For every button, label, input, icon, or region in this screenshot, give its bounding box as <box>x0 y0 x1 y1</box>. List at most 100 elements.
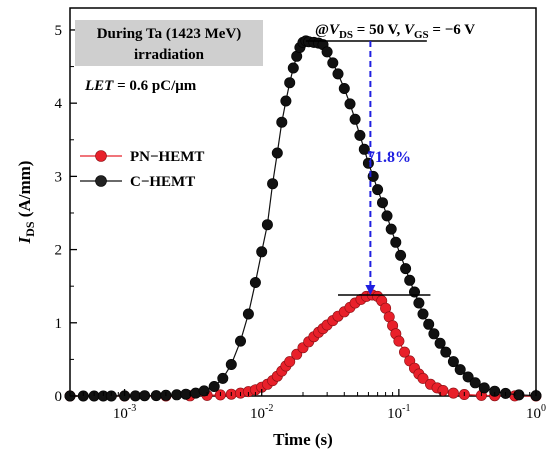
x-tick-label: 10-3 <box>113 403 136 422</box>
data-point <box>271 147 283 159</box>
data-point <box>198 385 210 397</box>
x-tick-base: 10 <box>387 406 402 422</box>
data-point <box>434 337 446 349</box>
data-point <box>208 380 220 392</box>
data-point <box>284 77 296 89</box>
x-tick-label: 10-2 <box>250 403 273 422</box>
x-tick-exponent: 0 <box>541 403 546 414</box>
data-point <box>372 184 384 196</box>
bias-at: @ <box>315 22 329 38</box>
data-point <box>376 197 388 209</box>
data-point <box>393 335 405 347</box>
y-tick-label: 2 <box>55 243 63 259</box>
x-tick-exponent: -2 <box>265 403 273 414</box>
x-tick-label: 100 <box>526 403 546 422</box>
x-tick-base: 10 <box>113 406 128 422</box>
data-point <box>381 210 393 222</box>
y-tick-label: 4 <box>55 96 63 112</box>
data-point <box>404 274 416 286</box>
plot-frame <box>69 7 537 397</box>
legend-marker-pn <box>95 150 107 162</box>
data-point <box>354 129 366 141</box>
x-tick-label: 10-1 <box>387 403 410 422</box>
data-point <box>398 346 410 358</box>
reduction-arrow-head <box>365 284 376 295</box>
data-point <box>349 113 361 125</box>
data-point <box>276 116 288 128</box>
y-label-unit: (A/mm) <box>15 161 34 222</box>
data-point <box>447 356 459 368</box>
data-point <box>395 249 407 261</box>
data-point <box>513 389 525 401</box>
y-axis-label: IDS (A/mm) <box>15 161 37 245</box>
y-tick-label: 1 <box>55 316 63 332</box>
bias-label: @VDS = 50 V, VGS = −6 V <box>315 22 475 41</box>
data-point <box>249 276 261 288</box>
data-point <box>413 297 425 309</box>
data-point <box>428 328 440 340</box>
data-point <box>358 143 370 155</box>
data-point <box>385 223 397 235</box>
data-point <box>171 389 183 401</box>
data-point <box>284 356 296 368</box>
x-tick-base: 10 <box>526 406 541 422</box>
x-axis-label: Time (s) <box>273 430 333 449</box>
data-point <box>454 364 466 376</box>
legend-label-pn: PN−HEMT <box>130 149 204 165</box>
data-point <box>462 371 474 383</box>
let-label-name: LET <box>84 78 114 94</box>
bias-v1-sub: DS <box>339 29 353 41</box>
data-point <box>447 387 459 399</box>
data-point <box>332 68 344 80</box>
data-point <box>489 385 501 397</box>
x-tick-base: 10 <box>250 406 265 422</box>
y-label-sub: DS <box>23 221 37 237</box>
data-point <box>139 390 151 402</box>
data-point <box>242 308 254 320</box>
data-point <box>267 178 279 190</box>
series-group <box>64 35 542 402</box>
data-point <box>417 372 429 384</box>
data-point <box>321 46 333 58</box>
data-point <box>261 219 273 231</box>
y-tick-label: 5 <box>55 23 63 39</box>
x-tick-exponent: -1 <box>402 403 410 414</box>
data-point <box>280 95 292 107</box>
data-point <box>338 83 350 95</box>
data-point <box>217 372 229 384</box>
y-tick-label: 3 <box>55 169 63 185</box>
data-point <box>235 335 247 347</box>
irradiation-line1: During Ta (1423 MeV) <box>97 26 242 42</box>
data-point <box>287 62 299 74</box>
data-point <box>150 390 162 402</box>
bias-v1: V <box>329 22 341 38</box>
y-tick-label: 0 <box>55 389 63 405</box>
legend: PN−HEMT C−HEMT <box>80 149 204 190</box>
let-label: LET = 0.6 pC/μm <box>84 78 197 94</box>
data-point <box>344 98 356 110</box>
legend-marker-c <box>95 175 107 187</box>
annotation-group <box>305 40 431 296</box>
data-point <box>417 308 429 320</box>
data-point <box>400 263 412 275</box>
data-point <box>129 390 141 402</box>
series-1 <box>64 35 542 402</box>
data-point <box>440 346 452 358</box>
data-point <box>256 246 268 258</box>
irradiation-line2: irradiation <box>134 47 205 63</box>
data-point <box>423 318 435 330</box>
irradiation-box <box>75 20 263 66</box>
legend-label-c: C−HEMT <box>130 174 195 190</box>
data-point <box>390 236 402 248</box>
bias-v1-value: = 50 V, <box>353 22 404 38</box>
bias-v2-value: = −6 V <box>429 22 476 38</box>
data-point <box>469 377 481 389</box>
bias-v2-sub: GS <box>414 29 429 41</box>
series-0 <box>64 289 542 402</box>
x-tick-exponent: -3 <box>128 403 136 414</box>
data-point <box>327 57 339 69</box>
data-point <box>478 382 490 394</box>
bias-v2: V <box>404 22 416 38</box>
data-point <box>437 384 449 396</box>
